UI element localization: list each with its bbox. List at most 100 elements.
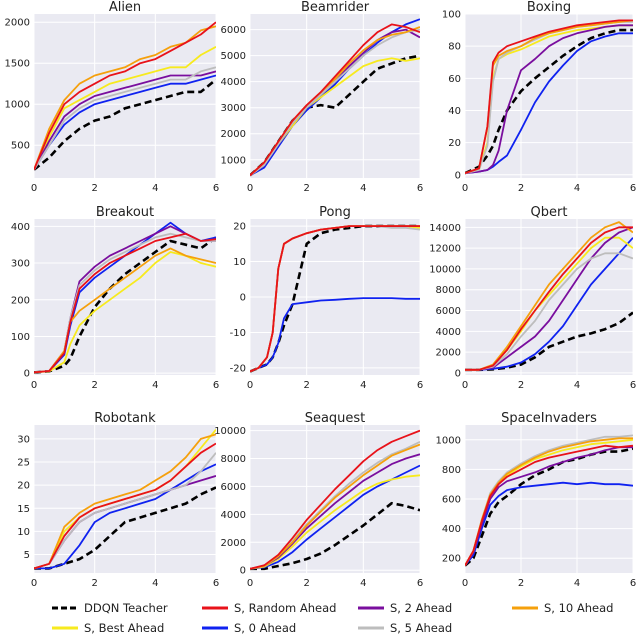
legend-label: S, Random Ahead: [234, 601, 336, 615]
y-tick-label: 8000: [221, 454, 246, 465]
series-line-random-ahead: [250, 23, 420, 177]
series-line-two-ahead: [465, 226, 633, 371]
series-line-random-ahead: [34, 442, 216, 570]
plot-area: [465, 219, 633, 375]
x-tick-label: 4: [360, 183, 366, 194]
series-line-random-ahead: [34, 21, 216, 171]
x-tick-label: 4: [574, 578, 580, 589]
series-group: [250, 429, 420, 571]
series-line-teacher: [250, 501, 420, 571]
y-tick-label: 100: [442, 10, 461, 21]
legend-label: S, Best Ahead: [84, 621, 164, 635]
y-tick-label: 0: [240, 293, 246, 304]
y-tick-label: 800: [442, 465, 461, 476]
panel-title: Qbert: [531, 205, 568, 220]
panel-beamrider: 0 2 4 6 1000 2000 3000 4000 5000 6000 Beamrider: [221, 0, 424, 194]
y-tick-label: 4000: [221, 510, 246, 521]
x-tick-label: 0: [462, 380, 468, 391]
x-tick-label: 6: [213, 380, 219, 391]
y-tick-label: 1000: [221, 155, 246, 166]
x-tick-label: 4: [152, 183, 158, 194]
series-line-best-ahead: [34, 46, 216, 171]
series-line-random-ahead: [250, 429, 420, 570]
panel-title: Robotank: [94, 411, 156, 426]
series-group: [465, 434, 633, 567]
y-tick-label: 6000: [436, 306, 461, 317]
legend-label: S, 5 Ahead: [390, 621, 452, 635]
y-tick-label: 15: [17, 504, 30, 515]
plot-area: [250, 14, 420, 178]
x-tick-label: 0: [462, 578, 468, 589]
panel-alien: 0 2 4 6 500 1000 1500 2000 Alien: [5, 0, 220, 194]
x-tick-label: 2: [91, 578, 97, 589]
x-tick-label: 6: [213, 183, 219, 194]
y-tick-label: 100: [11, 332, 30, 343]
panel-title: Boxing: [527, 0, 571, 15]
y-tick-label: 25: [17, 458, 30, 469]
legend-label: S, 10 Ahead: [544, 601, 613, 615]
legend-label: S, 2 Ahead: [390, 601, 452, 615]
series-line-zero-ahead: [34, 463, 216, 570]
plot-area: [250, 425, 420, 573]
y-tick-label: 600: [442, 495, 461, 506]
series-line-teacher: [465, 28, 633, 175]
y-tick-label: 14000: [429, 223, 461, 234]
plot-area: [34, 219, 216, 375]
y-tick-label: 0: [24, 369, 30, 380]
panel-breakout: 0 2 4 6 0 100 200 300 400 Breakout: [11, 205, 219, 391]
x-tick-label: 4: [152, 578, 158, 589]
series-line-random-ahead: [34, 232, 216, 374]
y-tick-label: 2000: [5, 18, 30, 29]
x-tick-label: 0: [247, 183, 253, 194]
x-tick-label: 2: [518, 183, 524, 194]
panel-qbert: 0 2 4 6 0 2000 4000 6000 8000 10000 12000 14000 Qber…: [429, 205, 636, 391]
series-line-best-ahead: [250, 474, 420, 570]
y-tick-label: 200: [442, 554, 461, 565]
panel-title: Breakout: [96, 205, 154, 220]
panel-title: Beamrider: [301, 0, 370, 15]
series-line-two-ahead: [34, 70, 216, 171]
y-tick-label: 5000: [221, 51, 246, 62]
series-line-zero-ahead: [465, 481, 633, 567]
series-group: [465, 19, 633, 175]
y-tick-label: 10000: [214, 426, 246, 437]
series-line-five-ahead: [250, 28, 420, 177]
series-group: [250, 224, 420, 373]
series-line-five-ahead: [34, 452, 216, 570]
panel-spaceinvaders: 0 2 4 6 200 400 600 800 1000 SpaceInvaders: [436, 411, 637, 589]
y-tick-label: 6000: [221, 25, 246, 36]
y-tick-label: 10: [17, 527, 30, 538]
x-tick-label: 2: [303, 578, 309, 589]
x-tick-label: 6: [630, 183, 636, 194]
series-group: [34, 221, 216, 374]
legend: DDQN Teacher S, Random Ahead S, 2 Ahead S, …: [52, 601, 613, 635]
y-tick-label: 0: [240, 566, 246, 577]
x-tick-label: 2: [91, 380, 97, 391]
panel-title: Pong: [319, 205, 351, 220]
series-line-two-ahead: [250, 453, 420, 570]
y-tick-label: 400: [442, 524, 461, 535]
y-tick-label: 30: [17, 434, 30, 445]
x-tick-label: 2: [518, 380, 524, 391]
y-tick-label: 300: [11, 259, 30, 270]
y-tick-label: 12000: [429, 244, 461, 255]
y-tick-label: 2000: [436, 348, 461, 359]
y-tick-label: 500: [11, 141, 30, 152]
x-tick-label: 2: [91, 183, 97, 194]
series-line-random-ahead: [465, 226, 633, 371]
series-line-two-ahead: [465, 24, 633, 175]
y-tick-label: 4000: [436, 327, 461, 338]
y-tick-label: 400: [11, 222, 30, 233]
x-tick-label: 4: [152, 380, 158, 391]
y-tick-label: 80: [448, 42, 461, 53]
series-line-teacher: [34, 486, 216, 570]
series-group: [34, 21, 216, 171]
series-line-ten-ahead: [34, 433, 216, 570]
legend-label: DDQN Teacher: [84, 601, 168, 615]
y-tick-label: 5: [24, 550, 30, 561]
y-tick-label: 8000: [436, 285, 461, 296]
y-tick-label: 2000: [221, 538, 246, 549]
y-tick-label: 1000: [436, 435, 461, 446]
series-line-zero-ahead: [34, 74, 216, 171]
